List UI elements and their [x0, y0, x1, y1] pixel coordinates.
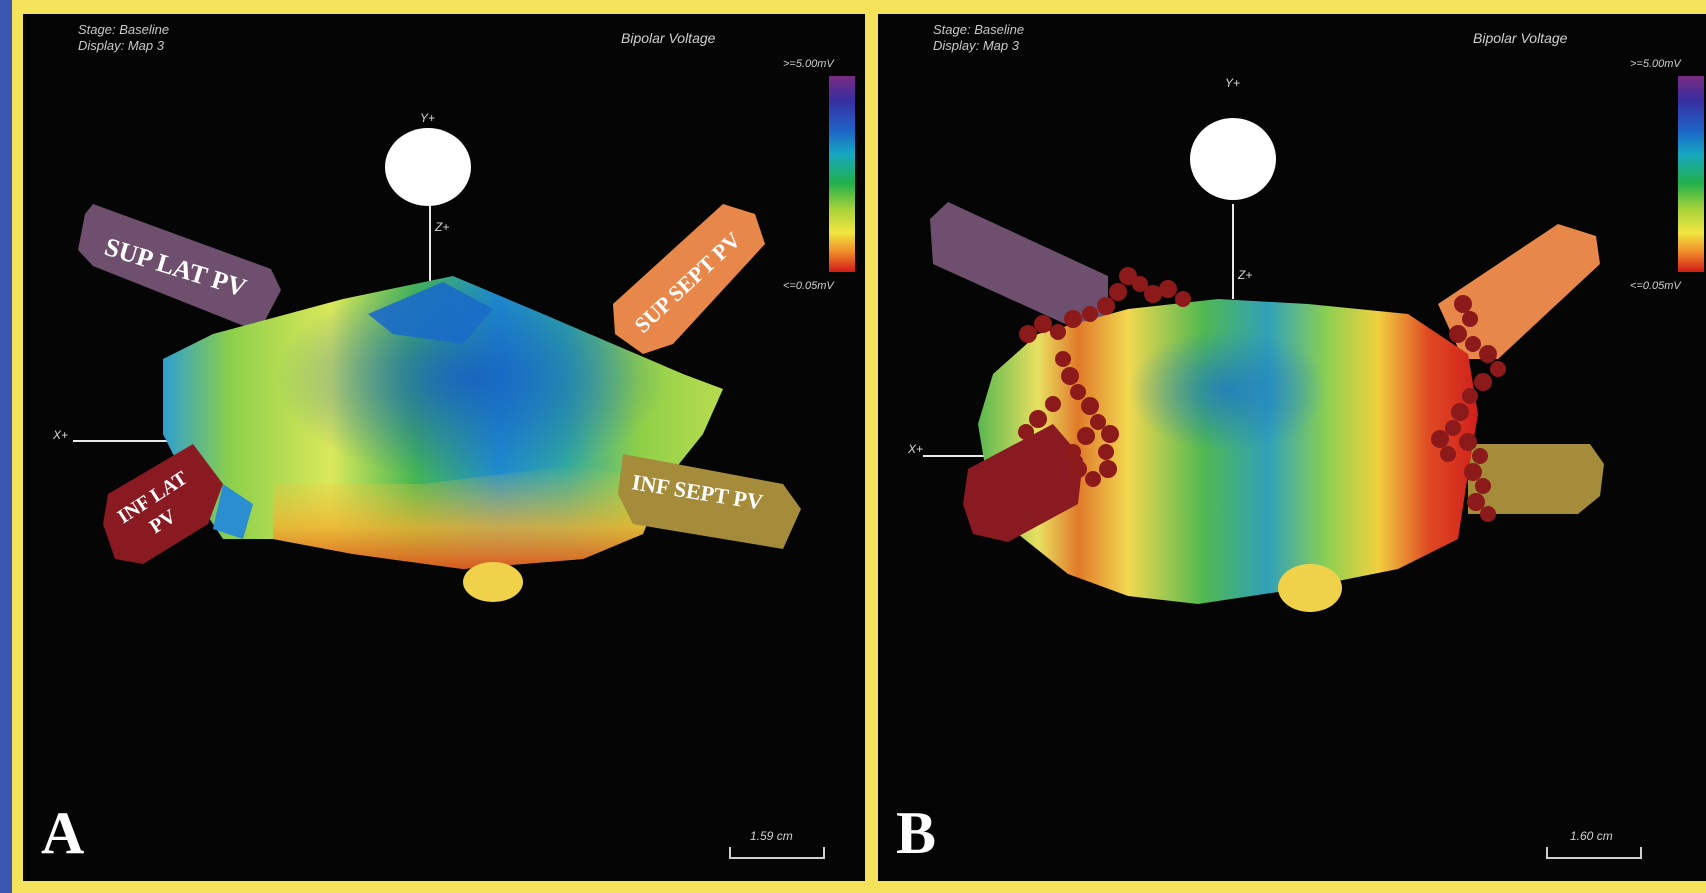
display-label: Display: Map 3	[78, 38, 164, 53]
inf-lat-pv-tube: INF LAT PV	[103, 444, 223, 564]
color-scale-bar	[829, 76, 855, 272]
voltage-map-b	[923, 118, 1604, 612]
color-scale-max: >=5.00mV	[1630, 58, 1681, 70]
scale-bar-label: 1.59 cm	[750, 829, 793, 843]
inf-sept-pv-tube: INF SEPT PV	[618, 454, 801, 549]
appendage-stub	[1278, 564, 1342, 612]
sup-lat-pv-tube: SUP LAT PV	[78, 204, 281, 332]
color-scale-min: <=0.05mV	[783, 280, 834, 292]
color-scale-max: >=5.00mV	[783, 58, 834, 70]
map-title: Bipolar Voltage	[1473, 30, 1568, 46]
x-axis-label: X+	[908, 442, 924, 456]
scale-bar-label: 1.60 cm	[1570, 829, 1613, 843]
y-axis-label: Y+	[420, 111, 436, 125]
inf-sept-pv-tube	[1468, 444, 1604, 514]
sup-sept-pv-tube	[1438, 224, 1600, 359]
scale-bar	[729, 847, 825, 859]
low-voltage-region	[273, 464, 663, 569]
x-axis-label: X+	[53, 428, 69, 442]
scale-bar	[1546, 847, 1642, 859]
stage-label: Stage: Baseline	[78, 22, 170, 37]
sup-sept-pv-tube: SUP SEPT PV	[613, 204, 765, 354]
z-axis-label: Z+	[1238, 268, 1253, 282]
panel-letter-a: A	[41, 800, 85, 866]
stage-info: Stage: Baseline Display: Map 3	[933, 22, 1024, 54]
appendage-stub	[463, 562, 523, 602]
voltage-map-a: SUP LAT PV SUP SEPT PV INF LAT PV INF SE…	[73, 128, 801, 602]
inf-lat-pv-tube	[963, 424, 1083, 542]
color-scale-bar	[1678, 76, 1704, 272]
y-axis-label: Y+	[1225, 76, 1241, 90]
stage-info: Stage: Baseline Display: Map 3	[78, 22, 169, 54]
ablation-lesions	[1018, 267, 1506, 522]
map-title: Bipolar Voltage	[621, 30, 716, 46]
stage-label: Stage: Baseline	[933, 22, 1025, 37]
orientation-sphere	[385, 128, 471, 206]
z-axis-label: Z+	[435, 220, 450, 234]
color-scale-min: <=0.05mV	[1630, 280, 1681, 292]
panel-letter-b: B	[896, 800, 937, 866]
panel-a: Stage: Baseline Display: Map 3 Bipolar V…	[23, 14, 865, 881]
panel-b: Stage: Baseline Display: Map 3 Bipolar V…	[878, 14, 1706, 881]
orientation-sphere	[1190, 118, 1276, 200]
sup-lat-pv-tube	[930, 202, 1108, 332]
display-label: Display: Map 3	[933, 38, 1019, 53]
